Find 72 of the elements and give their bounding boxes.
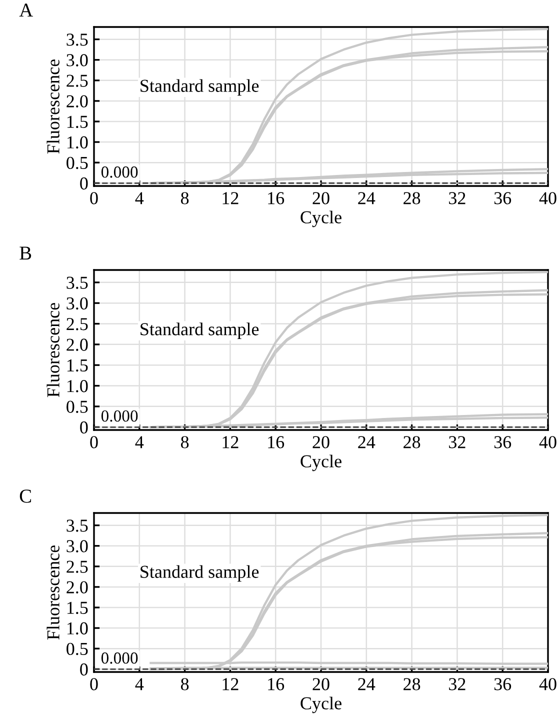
y-tick-label: 1.5 [67, 602, 88, 614]
chart-title: A [19, 4, 33, 16]
x-tick-label: 16 [268, 436, 284, 448]
y-tick-label: 2.5 [66, 318, 88, 330]
annotation: Standard sample [140, 79, 259, 96]
y-tick-label: 3.0 [66, 54, 88, 66]
y-tick-label: 3.5 [66, 276, 88, 289]
y-tick-label: 1.0 [67, 136, 88, 149]
y-tick-label: 0.5 [66, 400, 88, 413]
y-tick-label: 2.5 [66, 560, 88, 573]
y-tick-label: 3.5 [66, 520, 88, 532]
ref-line-label: 0.000 [101, 166, 138, 178]
y-tick-label: 1.5 [67, 359, 88, 372]
x-tick-label: 40 [539, 678, 556, 690]
y-tick-label: 0 [80, 177, 88, 190]
x-tick-label: 28 [404, 436, 420, 448]
y-tick-label: 0.5 [66, 156, 88, 170]
x-tick-label: 24 [358, 192, 376, 204]
chart-title: B [20, 246, 32, 260]
x-tick-label: 24 [358, 436, 376, 448]
y-tick-label: 2.0 [66, 581, 88, 594]
x-axis-title: Cycle [300, 210, 342, 228]
chart-title: C [20, 490, 31, 503]
x-axis-title: Cycle [300, 454, 342, 472]
y-tick-label: 3.0 [66, 540, 88, 552]
x-tick-label: 0 [90, 192, 98, 204]
y-tick-label: 0 [80, 421, 88, 434]
x-tick-label: 12 [222, 678, 238, 690]
y-tick-label: 2.5 [66, 74, 88, 87]
y-tick-label: 1.0 [67, 380, 88, 392]
y-tick-label: 0 [80, 663, 88, 676]
x-tick-label: 32 [449, 192, 466, 204]
y-axis-title: Fluorescence [46, 60, 60, 154]
x-tick-label: 8 [180, 436, 189, 448]
x-tick-label: 24 [358, 678, 376, 690]
y-axis-title: Fluorescence [46, 303, 60, 398]
x-tick-label: 36 [494, 192, 512, 204]
x-tick-label: 32 [449, 436, 466, 448]
x-tick-label: 4 [135, 436, 144, 448]
x-tick-label: 20 [312, 678, 330, 690]
y-tick-label: 3.5 [66, 34, 88, 46]
x-tick-label: 40 [539, 192, 556, 204]
x-tick-label: 8 [180, 678, 189, 690]
annotation: Standard sample [140, 322, 259, 339]
x-tick-label: 8 [180, 192, 189, 204]
x-tick-label: 28 [404, 192, 420, 204]
y-axis-title: Fluorescence [46, 546, 60, 640]
y-tick-label: 3.0 [66, 297, 88, 310]
x-tick-label: 0 [90, 678, 98, 690]
x-tick-label: 16 [268, 678, 284, 690]
x-tick-label: 40 [539, 436, 556, 448]
annotation: Standard sample [140, 565, 259, 582]
y-tick-label: 2.0 [66, 338, 88, 351]
y-tick-label: 2.0 [66, 95, 88, 108]
x-tick-label: 36 [494, 678, 512, 690]
y-tick-label: 1.5 [67, 116, 88, 128]
x-tick-label: 0 [90, 436, 98, 448]
x-axis-title: Cycle [300, 696, 342, 714]
y-tick-label: 0.5 [66, 642, 88, 656]
y-tick-label: 1.0 [67, 622, 88, 635]
x-tick-label: 4 [135, 192, 144, 204]
x-tick-label: 32 [449, 678, 466, 690]
x-tick-label: 20 [312, 436, 330, 448]
x-tick-label: 4 [135, 678, 144, 690]
x-tick-label: 28 [404, 678, 420, 690]
x-tick-label: 16 [268, 192, 284, 204]
x-tick-label: 12 [222, 192, 238, 204]
x-tick-label: 36 [494, 436, 512, 448]
x-tick-label: 20 [312, 192, 330, 204]
ref-line-label: 0.000 [101, 652, 138, 664]
ref-line-label: 0.000 [101, 410, 138, 422]
x-tick-label: 12 [222, 436, 238, 448]
